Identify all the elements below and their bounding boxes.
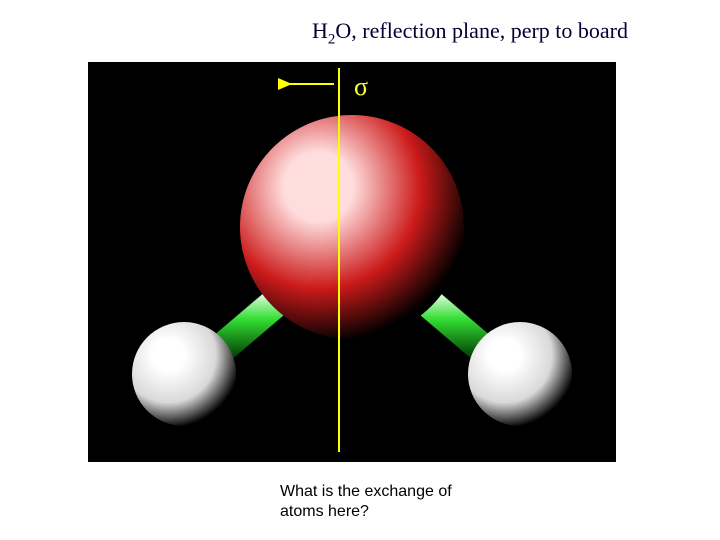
molecule-svg	[88, 62, 616, 462]
sigma-label: σ	[354, 72, 368, 102]
caption-line2: atoms here?	[280, 503, 369, 520]
formula-h: H	[312, 18, 328, 43]
caption-text: What is the exchange of atoms here?	[280, 482, 530, 522]
caption-line1: What is the exchange of	[280, 483, 452, 500]
formula-rest: O, reflection plane, perp to board	[335, 18, 628, 43]
page-title: H2O, reflection plane, perp to board	[312, 18, 628, 48]
molecule-diagram: σ	[88, 62, 616, 462]
